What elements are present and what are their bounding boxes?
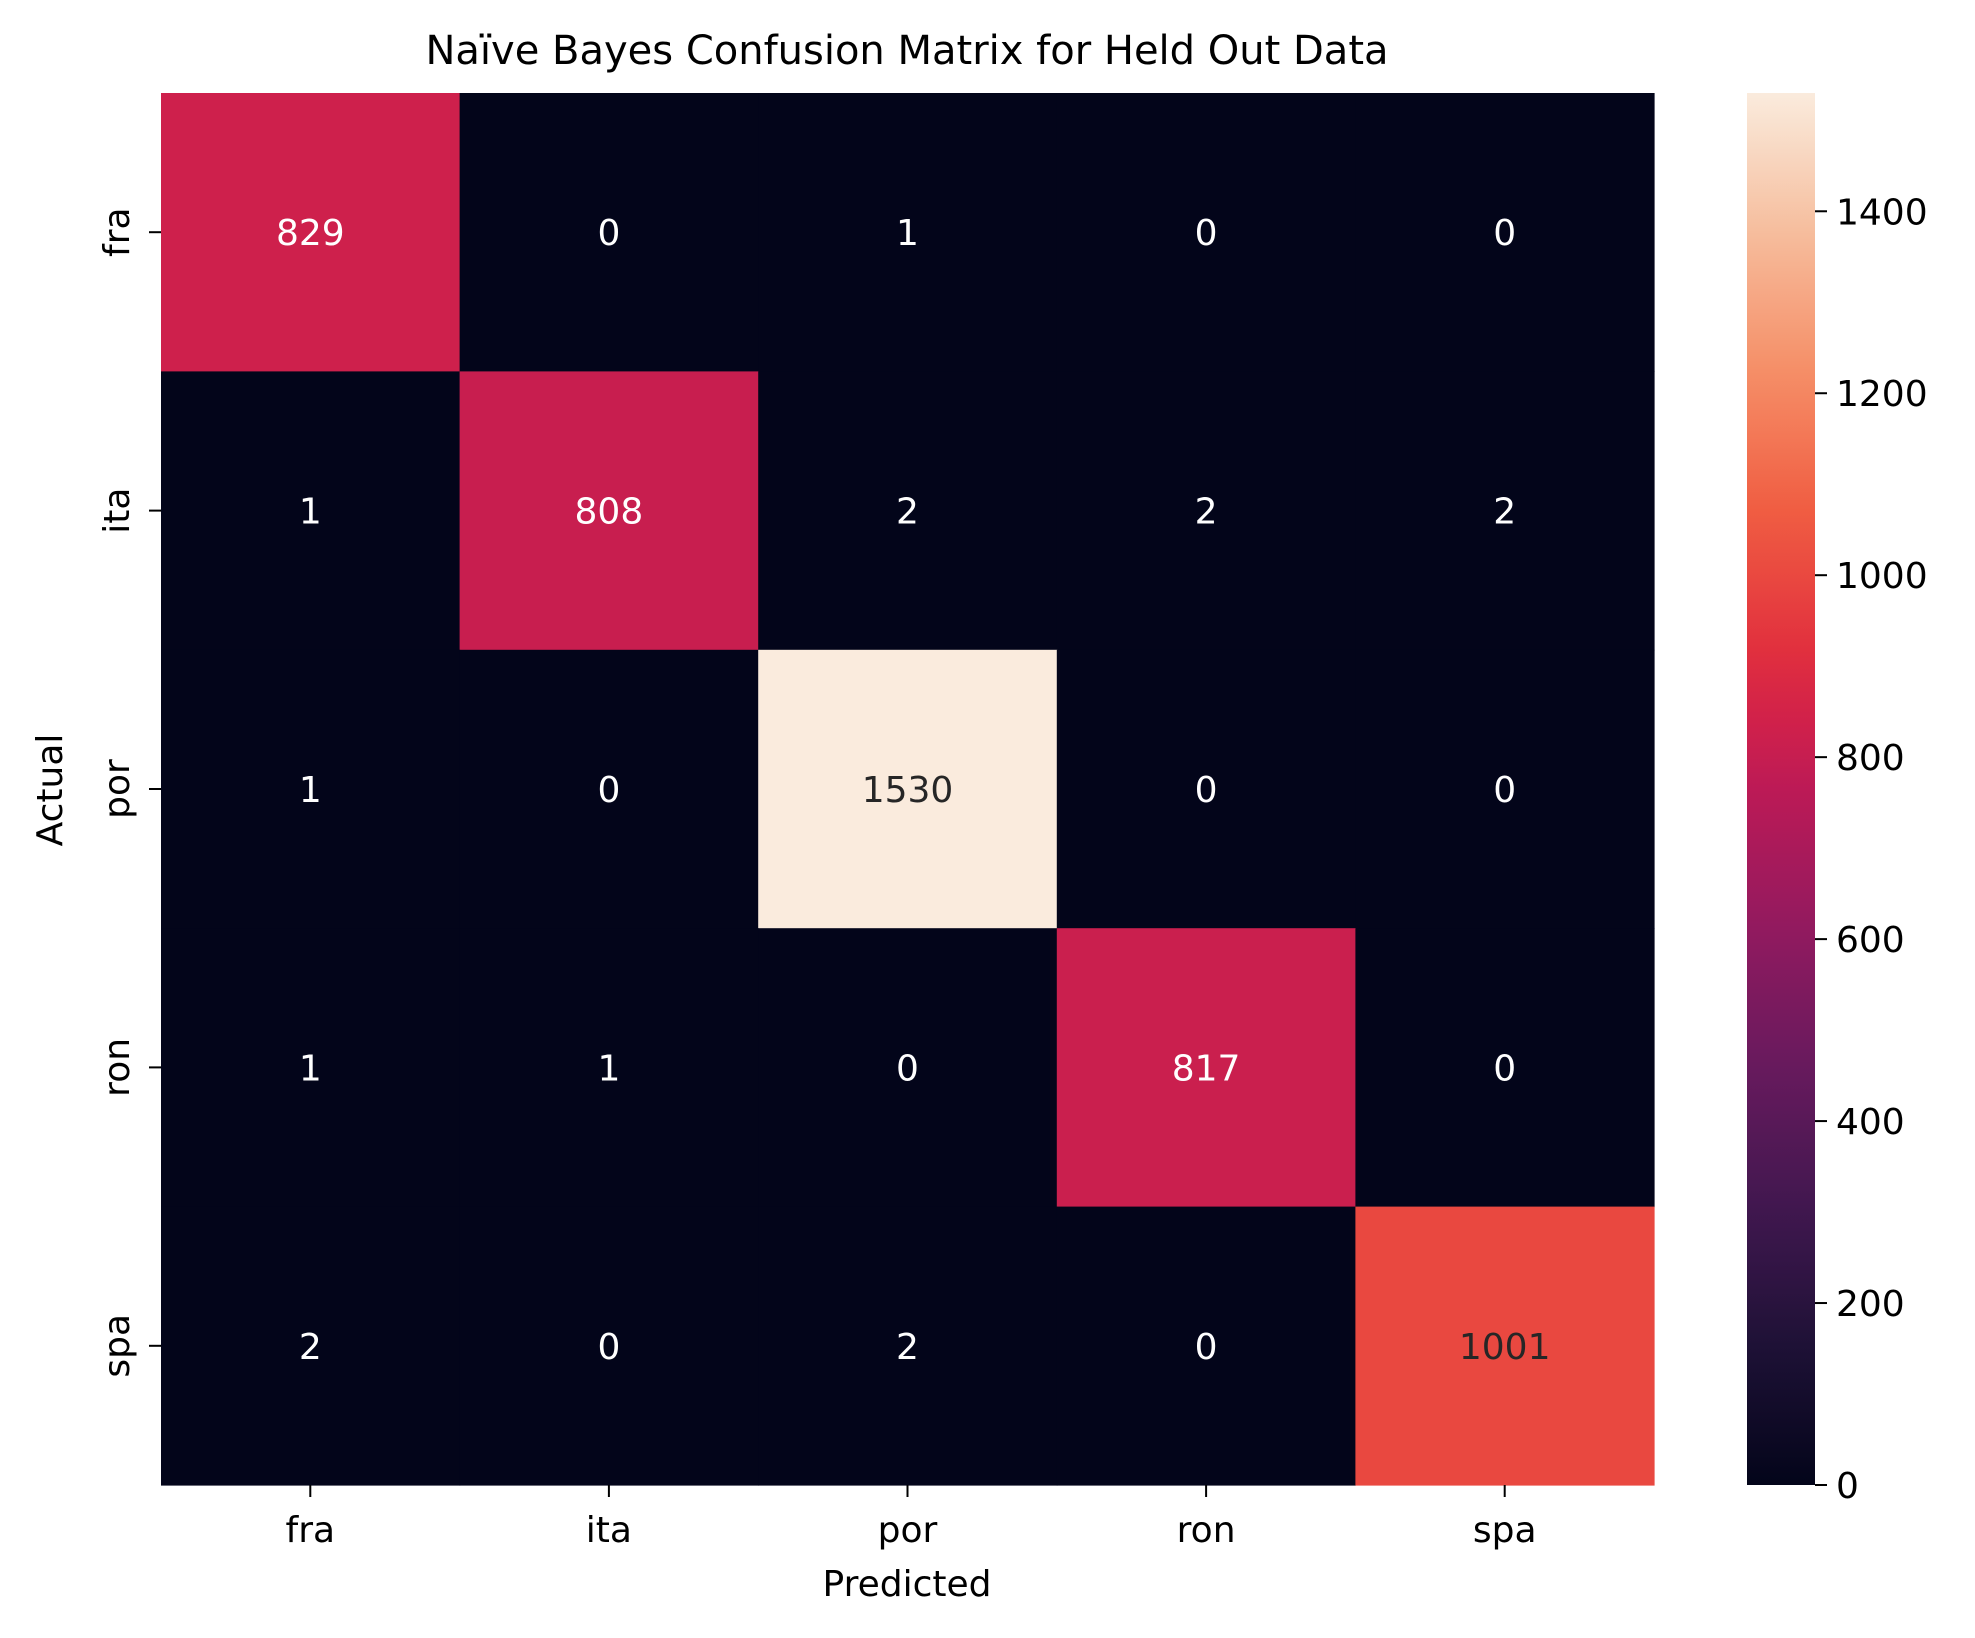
- cell-value-label: 0: [1493, 1048, 1516, 1089]
- heatmap-cell-por-por: [758, 649, 1058, 929]
- cell-value-label: 1001: [1459, 1327, 1551, 1368]
- colorbar-ticks: 0 200 400 600 800 1000 1200 1400: [1815, 192, 1928, 1507]
- cell-value-label: 2: [1195, 492, 1218, 533]
- cell-value-label: 0: [896, 1048, 919, 1089]
- colorbar-tick-label: 1000: [1836, 556, 1928, 597]
- y-tick-label: ita: [97, 488, 138, 534]
- heatmap-cell-ita-spa: [1355, 371, 1655, 651]
- cell-value-label: 808: [575, 492, 644, 533]
- chart-title: Naïve Bayes Confusion Matrix for Held Ou…: [425, 28, 1388, 74]
- colorbar-tick-label: 1400: [1836, 192, 1928, 233]
- heatmap-cell-ron-ita: [459, 928, 759, 1208]
- heatmap-cell-fra-fra: [161, 93, 461, 372]
- cell-value-label: 817: [1172, 1048, 1241, 1089]
- cell-value-label: 2: [896, 492, 919, 533]
- heatmap-cell-spa-ita: [459, 1206, 759, 1486]
- cell-value-label: 1: [299, 492, 322, 533]
- heatmap-cell-spa-fra: [161, 1206, 461, 1486]
- heatmap-cell-ita-ita: [459, 371, 759, 651]
- heatmap-cell-fra-ita: [459, 93, 759, 372]
- cell-value-label: 0: [1195, 213, 1218, 254]
- heatmap-cell-ron-ron: [1056, 928, 1356, 1208]
- colorbar-tick-label: 800: [1836, 738, 1905, 779]
- heatmap-cell-ron-por: [758, 928, 1058, 1208]
- heatmap-cells: [161, 93, 1655, 1486]
- heatmap-cell-fra-spa: [1355, 93, 1655, 372]
- colorbar-tick-label: 0: [1836, 1466, 1859, 1507]
- cell-value-label: 1: [597, 1048, 620, 1089]
- heatmap-cell-spa-spa: [1355, 1206, 1655, 1486]
- colorbar-tick-label: 600: [1836, 920, 1905, 961]
- cell-value-label: 0: [597, 1327, 620, 1368]
- heatmap-cell-ita-fra: [161, 371, 461, 651]
- y-tick-label: fra: [97, 207, 138, 257]
- y-axis: fra ita por ron spa: [97, 207, 161, 1378]
- cell-value-label: 2: [299, 1327, 322, 1368]
- heatmap-cell-fra-por: [758, 93, 1058, 372]
- heatmap-cell-por-ita: [459, 649, 759, 929]
- y-tick-label: spa: [97, 1314, 138, 1378]
- heatmap-cell-por-spa: [1355, 649, 1655, 929]
- cell-value-label: 1: [299, 1048, 322, 1089]
- cell-value-label: 0: [597, 213, 620, 254]
- colorbar-gradient: [1747, 93, 1815, 1485]
- heatmap-cell-spa-ron: [1056, 1206, 1356, 1486]
- cell-value-label: 829: [276, 213, 345, 254]
- cell-value-label: 0: [1195, 770, 1218, 811]
- cell-value-label: 0: [1493, 213, 1516, 254]
- x-axis-label: Predicted: [823, 1564, 992, 1605]
- colorbar-tick-label: 1200: [1836, 374, 1928, 415]
- cell-value-label: 2: [1493, 492, 1516, 533]
- colorbar-tick-label: 400: [1836, 1102, 1905, 1143]
- x-tick-label: por: [878, 1510, 938, 1551]
- cell-value-label: 2: [896, 1327, 919, 1368]
- cell-value-label: 0: [1195, 1327, 1218, 1368]
- heatmap-cell-ita-por: [758, 371, 1058, 651]
- heatmap-cell-spa-por: [758, 1206, 1058, 1486]
- y-axis-label: Actual: [30, 734, 71, 847]
- cell-value-label: 0: [597, 770, 620, 811]
- y-tick-label: por: [97, 759, 138, 819]
- cell-value-label: 1: [896, 213, 919, 254]
- heatmap-cell-fra-ron: [1056, 93, 1356, 372]
- colorbar: 0 200 400 600 800 1000 1200 1400: [1747, 93, 1928, 1507]
- x-tick-label: spa: [1473, 1510, 1537, 1551]
- heatmap-cell-por-ron: [1056, 649, 1356, 929]
- heatmap-cell-ron-fra: [161, 928, 461, 1208]
- heatmap-cell-ita-ron: [1056, 371, 1356, 651]
- heatmap-cell-ron-spa: [1355, 928, 1655, 1208]
- x-tick-label: ron: [1177, 1510, 1236, 1551]
- x-tick-label: fra: [286, 1510, 336, 1551]
- cell-value-label: 1: [299, 770, 322, 811]
- x-axis: fra ita por ron spa: [286, 1485, 1537, 1551]
- heatmap-cell-por-fra: [161, 649, 461, 929]
- cell-value-label: 1530: [862, 770, 954, 811]
- heatmap-cell-labels: 829 0 1 0 01 808 2 2 21 0 1530 0 01 1 0 817 02 0 2 0 1001: [276, 213, 1551, 1368]
- y-tick-label: ron: [97, 1038, 138, 1097]
- cell-value-label: 0: [1493, 770, 1516, 811]
- colorbar-tick-label: 200: [1836, 1284, 1905, 1325]
- x-tick-label: ita: [586, 1510, 632, 1551]
